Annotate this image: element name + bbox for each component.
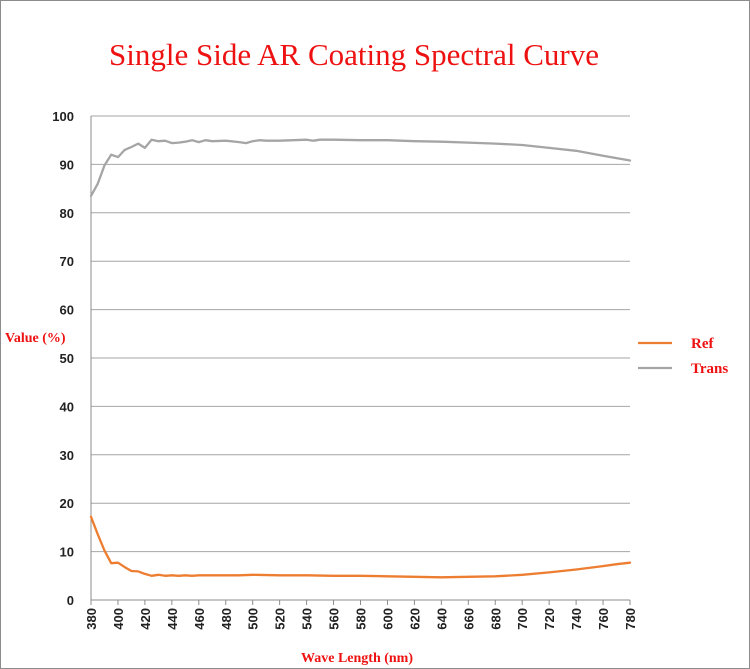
x-tick-label-720: 720: [542, 608, 557, 630]
x-tick-label-480: 480: [219, 608, 234, 630]
y-tick-label-90: 90: [60, 157, 74, 172]
x-tick-label-380: 380: [84, 608, 99, 630]
y-tick-label-40: 40: [60, 399, 74, 414]
x-tick-label-660: 660: [461, 608, 476, 630]
x-tick-label-500: 500: [246, 608, 261, 630]
x-tick-label-580: 580: [354, 608, 369, 630]
plot-area: [89, 138, 632, 579]
y-axis-title: Value (%): [5, 331, 66, 346]
x-tick-label-740: 740: [569, 608, 584, 630]
y-tick-label-30: 30: [60, 448, 74, 463]
x-tick-label-680: 680: [488, 608, 503, 630]
x-tick-label-400: 400: [111, 608, 126, 630]
y-tick-label-80: 80: [60, 206, 74, 221]
x-tick-label-640: 640: [434, 608, 449, 630]
x-tick-labels: 380 400 420 440 460 480 500 520 540 560 580 600 620 6…: [84, 608, 638, 630]
y-tick-label-60: 60: [60, 303, 74, 318]
x-tick-label-620: 620: [407, 608, 422, 630]
x-axis-title: Wave Length (nm): [301, 651, 413, 666]
x-tick-label-520: 520: [273, 608, 288, 630]
x-tick-label-460: 460: [192, 608, 207, 630]
y-tick-label-10: 10: [60, 545, 74, 560]
y-tick-labels: 0 10 20 30 40 50 60 70 80 90 100: [52, 109, 74, 608]
x-tick-label-420: 420: [138, 608, 153, 630]
y-tick-label-20: 20: [60, 496, 74, 511]
x-tick-label-700: 700: [515, 608, 530, 630]
axes: [90, 116, 631, 605]
x-tick-label-560: 560: [327, 608, 342, 630]
legend-label-ref: Ref: [691, 336, 714, 352]
legend-label-trans: Trans: [691, 361, 728, 377]
series-line-ref: [89, 515, 632, 579]
x-tick-label-540: 540: [300, 608, 315, 630]
x-tick-label-780: 780: [623, 608, 638, 630]
x-tick-label-440: 440: [165, 608, 180, 630]
y-tick-label-0: 0: [67, 593, 74, 608]
chart-title: Single Side AR Coating Spectral Curve: [109, 37, 599, 72]
y-tick-label-50: 50: [60, 351, 74, 366]
series-line-trans: [89, 138, 632, 198]
x-tick-label-600: 600: [380, 608, 395, 630]
legend: Ref Trans: [638, 336, 728, 377]
x-tick-label-760: 760: [596, 608, 611, 630]
y-tick-label-100: 100: [52, 109, 74, 124]
y-tick-label-70: 70: [60, 254, 74, 269]
gridlines: [91, 115, 630, 553]
